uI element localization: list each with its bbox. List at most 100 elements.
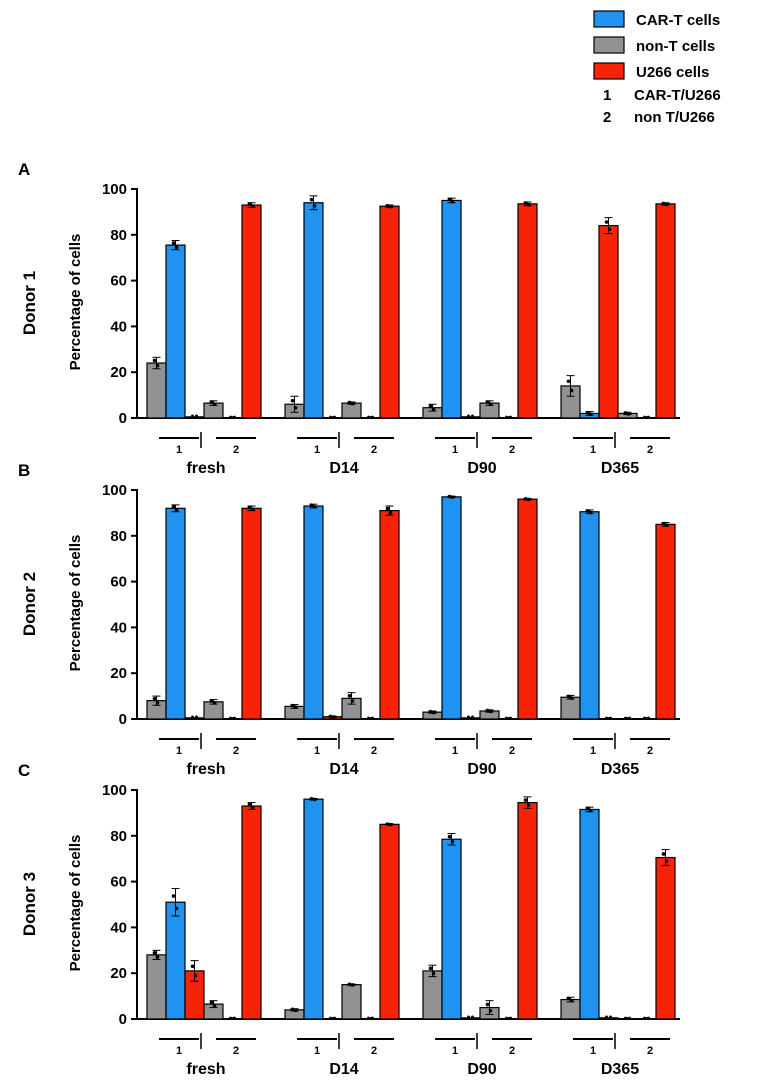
panel-a-timepoint-label: D14 bbox=[329, 460, 358, 477]
panel-c-data-point bbox=[664, 859, 669, 863]
panel-c-data-point bbox=[247, 802, 252, 807]
panel-a-bar-u266 bbox=[184, 416, 205, 419]
panel-a-data-point bbox=[195, 414, 198, 418]
panel-c-data-point bbox=[505, 1016, 508, 1020]
panel-b-group-label: 1 bbox=[590, 745, 596, 757]
panel-c-data-point bbox=[333, 1016, 336, 1020]
panel-a-donor-label: Donor 1 bbox=[20, 271, 39, 335]
panel-a-group-label: 1 bbox=[452, 444, 458, 456]
panel-c-data-point bbox=[488, 1008, 493, 1013]
panel-c-bar-car-t bbox=[165, 901, 186, 1020]
panel-c-data-point bbox=[509, 1016, 512, 1020]
panel-b-bar-non-t bbox=[560, 696, 581, 720]
panel-b-data-point bbox=[367, 716, 370, 720]
panel-a-data-point bbox=[309, 197, 314, 202]
panel-a-data-point bbox=[247, 202, 252, 206]
panel-a-data-point bbox=[329, 415, 332, 419]
panel-c-data-point bbox=[329, 1016, 332, 1020]
legend-label-u266: U266 cells bbox=[636, 64, 709, 81]
panel-c-data-point bbox=[212, 1003, 217, 1008]
panel-a-data-point bbox=[209, 400, 214, 404]
panel-c-data-point bbox=[190, 964, 195, 969]
panel-b-data-point bbox=[293, 705, 298, 710]
panel-a-data-point bbox=[171, 241, 176, 245]
panel-b-data-point bbox=[371, 716, 374, 720]
panel-c-bar-u266 bbox=[241, 805, 262, 1020]
panel-b-data-point bbox=[585, 509, 590, 513]
legend-group-key-1: 1 bbox=[603, 87, 611, 104]
panel-c-bar-u266 bbox=[460, 1017, 481, 1020]
panel-b-data-point bbox=[523, 497, 528, 501]
panel-c-y-tick-label: 80 bbox=[110, 828, 127, 845]
panel-c-data-point bbox=[566, 996, 571, 1001]
panel-b-data-point bbox=[428, 709, 433, 714]
panel-a-data-point bbox=[290, 398, 295, 403]
panel-b-data-point bbox=[250, 507, 255, 512]
panel-a-group-label: 1 bbox=[590, 444, 596, 456]
panel-b-data-point bbox=[209, 698, 214, 703]
panel-c-timepoint-label: fresh bbox=[186, 1061, 225, 1078]
panel-b-data-point bbox=[509, 716, 512, 720]
panel-c-data-point bbox=[171, 894, 176, 898]
panel-b-data-point bbox=[566, 694, 571, 699]
panel-a-data-point bbox=[350, 401, 355, 406]
panel-a-data-point bbox=[212, 402, 217, 406]
panel-b-letter: B bbox=[18, 461, 30, 480]
panel-a-group-label: 1 bbox=[176, 444, 182, 456]
panel-c-data-point bbox=[609, 1015, 612, 1019]
panel-b-data-point bbox=[661, 521, 666, 526]
panel-c-data-point bbox=[661, 852, 666, 856]
panel-a-data-point bbox=[523, 201, 528, 205]
panel-b-data-point bbox=[624, 716, 627, 720]
panel-b-y-tick-label: 0 bbox=[119, 711, 127, 728]
panel-a-data-point bbox=[293, 406, 298, 410]
panel-c-bar-car-t bbox=[579, 808, 600, 1020]
panel-c-y-tick-label: 20 bbox=[110, 965, 127, 982]
panel-c-data-point bbox=[229, 1016, 232, 1020]
panel-b-bar-u266 bbox=[655, 523, 676, 720]
panel-b-data-point bbox=[664, 523, 669, 527]
panel-b-data-point bbox=[290, 703, 295, 708]
panel-b-data-point bbox=[505, 716, 508, 720]
panel-c-group-label: 1 bbox=[314, 1045, 320, 1057]
panel-c-data-point bbox=[309, 797, 314, 801]
panel-c-y-axis-label: Percentage of cells bbox=[67, 835, 84, 972]
panel-c-y-tick-label: 0 bbox=[119, 1011, 127, 1028]
panel-b-y-tick-label: 80 bbox=[110, 528, 127, 545]
panel-c-data-point bbox=[155, 955, 160, 959]
panel-b-data-point bbox=[328, 714, 333, 719]
panel-c-data-point bbox=[643, 1016, 646, 1020]
legend-swatch-car-t bbox=[593, 10, 625, 28]
panel-a-group-label: 2 bbox=[371, 444, 377, 456]
panel-c-data-point bbox=[585, 806, 590, 811]
panel-b-data-point bbox=[233, 716, 236, 720]
panel-a-y-tick-label: 20 bbox=[110, 364, 127, 381]
panel-c-bar-car-t bbox=[441, 838, 462, 1020]
panel-c-data-point bbox=[450, 840, 455, 844]
panel-a-bar-u266 bbox=[598, 225, 619, 419]
panel-b-y-tick-label: 60 bbox=[110, 574, 127, 591]
panel-b-y-axis-label: Percentage of cells bbox=[67, 535, 84, 672]
panel-c-y-tick-label: 60 bbox=[110, 874, 127, 891]
legend-group-label-1: CAR-T/U266 bbox=[634, 87, 721, 104]
panel-c-bar-u266 bbox=[598, 1017, 619, 1020]
panel-c-data-point bbox=[471, 1015, 474, 1019]
panel-b-bar-u266 bbox=[241, 507, 262, 720]
panel-b-bar-u266 bbox=[184, 717, 205, 720]
panel-b-bar-car-t bbox=[303, 505, 324, 720]
panel-c-data-point bbox=[388, 822, 393, 827]
panel-b-bar-u266 bbox=[460, 717, 481, 720]
panel-c-data-point bbox=[347, 982, 352, 987]
panel-c-data-point bbox=[209, 1000, 214, 1005]
panel-a-y-tick-label: 0 bbox=[119, 410, 127, 427]
panel-a-y-tick-label: 60 bbox=[110, 273, 127, 290]
panel-a-data-point bbox=[155, 363, 160, 368]
panel-b-data-point bbox=[526, 497, 531, 502]
panel-b-data-point bbox=[229, 716, 232, 720]
panel-b-data-point bbox=[485, 708, 490, 713]
panel-a-data-point bbox=[371, 415, 374, 419]
panel-a-bar-u266 bbox=[655, 203, 676, 419]
panel-c-data-point bbox=[431, 971, 436, 976]
panel-c-group-label: 1 bbox=[452, 1045, 458, 1057]
